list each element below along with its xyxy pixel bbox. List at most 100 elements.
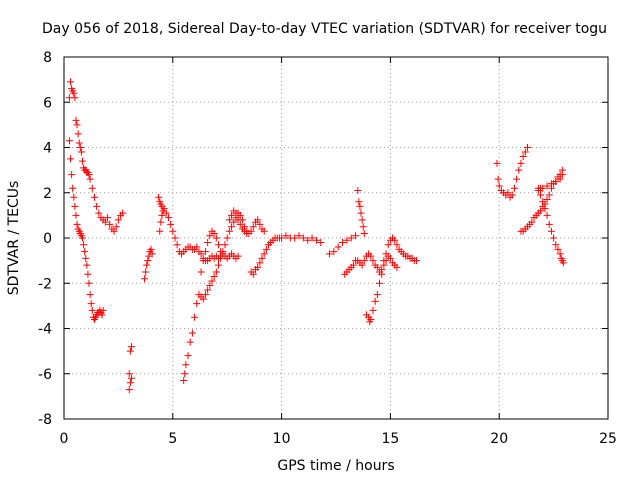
data-point (523, 144, 531, 151)
data-point (98, 311, 106, 319)
data-point (119, 209, 127, 217)
data-point (545, 220, 553, 228)
data-point (180, 377, 188, 385)
data-point (186, 338, 194, 346)
data-point (376, 279, 384, 287)
data-point (413, 257, 421, 265)
data-point (157, 218, 165, 226)
data-point (210, 272, 218, 280)
data-point (141, 275, 149, 283)
data-point (354, 186, 362, 194)
data-point (393, 263, 401, 271)
data-point (325, 250, 333, 258)
data-point (508, 191, 516, 199)
data-point (378, 270, 386, 278)
data-point (225, 216, 233, 224)
data-point (495, 182, 503, 190)
data-point (559, 259, 567, 267)
data-point (230, 218, 238, 226)
data-point (308, 234, 316, 242)
data-point (148, 250, 156, 258)
data-point (347, 234, 355, 242)
data-point (143, 261, 151, 269)
data-point (86, 175, 94, 183)
x-tick-label: 0 (60, 431, 69, 447)
data-point (228, 211, 236, 219)
data-point (517, 159, 525, 167)
data-point (191, 313, 199, 321)
data-point (537, 191, 545, 199)
data-point (369, 306, 377, 314)
data-point (147, 245, 155, 253)
data-point (83, 261, 91, 269)
data-point (72, 211, 80, 219)
data-point (541, 205, 549, 213)
data-point (554, 245, 562, 253)
data-point (510, 184, 518, 192)
data-point (515, 166, 523, 174)
data-point (74, 130, 82, 138)
data-point (126, 347, 134, 355)
data-point (85, 171, 93, 179)
data-point (369, 257, 377, 265)
data-point (214, 241, 222, 249)
data-point (201, 248, 209, 256)
data-point (193, 243, 201, 251)
data-point (282, 232, 290, 240)
data-point (214, 261, 222, 269)
data-point (278, 234, 286, 242)
data-point (295, 232, 303, 240)
x-tick-label: 10 (273, 431, 291, 447)
data-point (70, 89, 78, 97)
data-point (236, 211, 244, 219)
data-point (256, 259, 264, 267)
x-tick-label: 25 (599, 431, 617, 447)
data-point (243, 229, 251, 237)
data-point (76, 144, 84, 151)
y-tick-label: 4 (43, 141, 52, 157)
y-tick-label: -2 (38, 276, 52, 292)
data-point (367, 252, 375, 260)
data-point (80, 241, 88, 249)
data-point (258, 254, 266, 262)
data-point (67, 78, 75, 86)
data-point (206, 282, 214, 290)
data-point (547, 227, 555, 235)
data-point (543, 182, 551, 190)
data-point (228, 223, 236, 231)
data-point (373, 291, 381, 299)
x-axis-label: GPS time / hours (277, 458, 394, 474)
data-point (169, 227, 177, 235)
data-point (114, 216, 122, 224)
tick-layer: 0 5 10 15 20 25 -8 -6 -4 -2 0 2 4 6 8 (38, 50, 617, 447)
data-point (144, 257, 152, 265)
data-points (65, 78, 567, 394)
data-point (158, 211, 166, 219)
data-point (360, 257, 368, 265)
data-point (197, 268, 205, 276)
data-point (262, 245, 270, 253)
data-point (204, 239, 212, 247)
data-point (349, 261, 357, 269)
data-point (88, 184, 96, 192)
data-point (99, 306, 107, 314)
data-point (391, 236, 399, 244)
data-point (543, 211, 551, 219)
data-point (67, 155, 75, 163)
data-point (78, 157, 86, 165)
data-point (167, 220, 175, 228)
data-point (125, 386, 133, 394)
data-point (558, 171, 566, 179)
data-point (77, 148, 85, 156)
data-point (249, 270, 257, 278)
data-point (81, 248, 89, 256)
data-point (371, 297, 379, 305)
data-point (208, 277, 216, 285)
data-point (85, 279, 93, 287)
data-point (528, 218, 536, 226)
data-point (254, 263, 262, 271)
data-point (493, 159, 501, 167)
data-point (126, 379, 134, 387)
data-point (204, 286, 212, 294)
